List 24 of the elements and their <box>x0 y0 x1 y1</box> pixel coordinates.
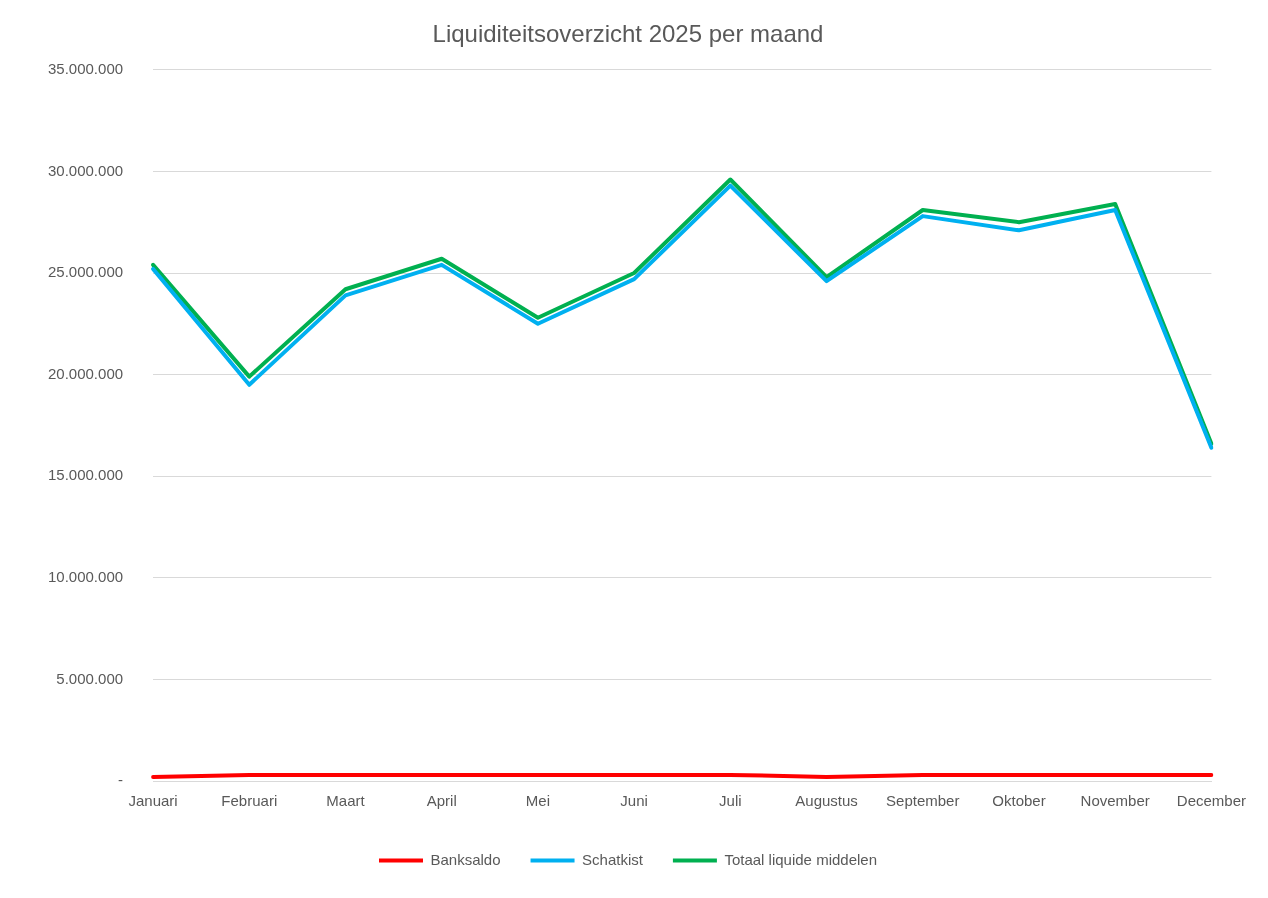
x-tick-label: September <box>886 792 960 810</box>
y-tick-label: 25.000.000 <box>48 263 124 281</box>
y-tick-label: 35.000.000 <box>48 59 124 77</box>
x-tick-label: November <box>1080 792 1150 810</box>
legend-label: Banksaldo <box>430 850 501 868</box>
x-tick-label: Juli <box>719 792 742 810</box>
legend-label: Schatkist <box>582 850 644 868</box>
chart-title: Liquiditeitsoverzicht 2025 per maand <box>432 20 824 48</box>
x-tick-label: Juni <box>620 792 648 810</box>
x-tick-label: Maart <box>326 792 366 810</box>
y-tick-label: - <box>118 771 124 789</box>
x-tick-label: Februari <box>221 792 278 810</box>
x-tick-label: Augustus <box>795 792 858 810</box>
x-tick-label: Januari <box>128 792 178 810</box>
x-tick-label: Oktober <box>992 792 1046 810</box>
y-tick-label: 15.000.000 <box>48 466 124 484</box>
x-tick-label: April <box>426 792 457 810</box>
y-tick-label: 5.000.000 <box>56 669 124 687</box>
y-tick-label: 10.000.000 <box>48 567 124 585</box>
legend-label: Totaal liquide middelen <box>724 850 878 868</box>
y-tick-label: 20.000.000 <box>48 364 124 382</box>
y-tick-label: 30.000.000 <box>48 161 124 179</box>
x-tick-label: December <box>1176 792 1247 810</box>
x-tick-label: Mei <box>525 792 551 810</box>
